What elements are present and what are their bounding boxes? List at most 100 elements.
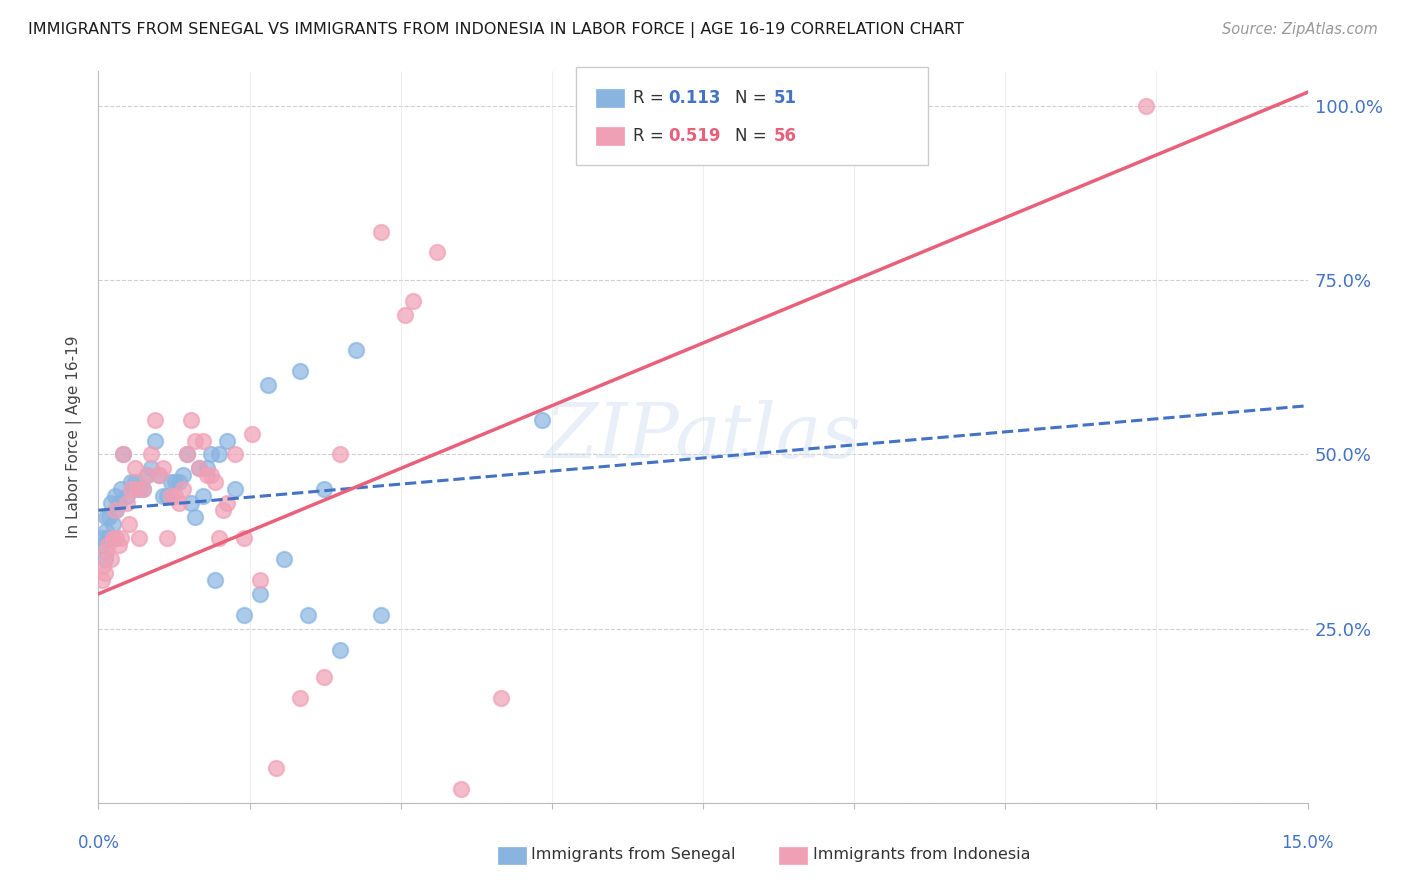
Point: [101, 517, 124, 532]
Point: [115, 489, 138, 503]
Point: [224, 483, 246, 497]
Text: Immigrants from Senegal: Immigrants from Senegal: [531, 847, 735, 862]
Point: [208, 531, 231, 545]
Point: [143, 434, 166, 448]
Point: [135, 468, 157, 483]
Point: [491, 691, 513, 706]
Point: [115, 496, 138, 510]
Text: 0.0%: 0.0%: [77, 834, 120, 852]
Point: [176, 448, 198, 462]
Text: N =: N =: [735, 127, 772, 145]
Point: [110, 531, 132, 545]
Point: [111, 448, 134, 462]
Point: [212, 503, 235, 517]
Point: [167, 475, 190, 490]
Point: [208, 448, 231, 462]
Point: [232, 531, 254, 545]
Point: [200, 468, 222, 483]
Point: [156, 489, 179, 503]
Point: [135, 468, 157, 483]
Point: [91, 538, 114, 552]
Y-axis label: In Labor Force | Age 16-19: In Labor Force | Age 16-19: [66, 335, 83, 539]
Point: [314, 483, 336, 497]
Point: [128, 483, 150, 497]
Text: 0.113: 0.113: [668, 89, 720, 107]
Point: [172, 468, 194, 483]
Point: [232, 607, 254, 622]
Point: [120, 483, 142, 497]
Text: 0.519: 0.519: [668, 127, 720, 145]
Point: [329, 642, 352, 657]
Point: [124, 461, 146, 475]
Point: [163, 489, 186, 503]
Point: [167, 496, 190, 510]
Point: [176, 448, 198, 462]
Point: [94, 552, 117, 566]
Point: [370, 607, 392, 622]
Point: [188, 461, 211, 475]
Point: [370, 225, 392, 239]
Point: [107, 496, 129, 510]
Point: [288, 691, 311, 706]
Text: R =: R =: [633, 127, 669, 145]
Point: [256, 377, 278, 392]
Point: [297, 607, 319, 622]
Point: [172, 483, 194, 497]
Point: [132, 483, 155, 497]
Text: 51: 51: [773, 89, 796, 107]
Point: [329, 448, 352, 462]
Point: [97, 531, 120, 545]
Point: [249, 587, 271, 601]
Text: 15.0%: 15.0%: [1281, 834, 1334, 852]
Point: [91, 531, 114, 545]
Text: R =: R =: [633, 89, 669, 107]
Point: [152, 489, 174, 503]
Point: [193, 489, 215, 503]
Point: [91, 558, 114, 573]
Point: [124, 475, 146, 490]
Point: [314, 670, 336, 684]
Point: [160, 489, 183, 503]
Point: [100, 552, 122, 566]
Point: [193, 434, 215, 448]
Point: [180, 496, 202, 510]
Point: [180, 412, 202, 426]
Point: [101, 531, 124, 545]
Text: Immigrants from Indonesia: Immigrants from Indonesia: [813, 847, 1031, 862]
Point: [110, 483, 132, 497]
Point: [94, 566, 117, 580]
Point: [163, 475, 186, 490]
Point: [195, 461, 218, 475]
Text: Source: ZipAtlas.com: Source: ZipAtlas.com: [1222, 22, 1378, 37]
Point: [103, 503, 125, 517]
Point: [394, 308, 416, 322]
Point: [184, 510, 207, 524]
Point: [344, 343, 367, 357]
Text: 56: 56: [773, 127, 796, 145]
Point: [148, 468, 170, 483]
Point: [90, 573, 112, 587]
Point: [217, 434, 239, 448]
Point: [224, 448, 246, 462]
Point: [204, 573, 226, 587]
Point: [530, 412, 553, 426]
Point: [184, 434, 207, 448]
Point: [105, 503, 128, 517]
Point: [264, 761, 287, 775]
Point: [139, 448, 162, 462]
Point: [217, 496, 239, 510]
Point: [148, 468, 170, 483]
Point: [128, 531, 150, 545]
Point: [97, 538, 120, 552]
Point: [1135, 99, 1157, 113]
Point: [120, 475, 142, 490]
Point: [105, 531, 128, 545]
Point: [156, 531, 179, 545]
Point: [402, 294, 425, 309]
Point: [100, 496, 122, 510]
Point: [127, 483, 149, 497]
Point: [97, 510, 120, 524]
Text: IMMIGRANTS FROM SENEGAL VS IMMIGRANTS FROM INDONESIA IN LABOR FORCE | AGE 16-19 : IMMIGRANTS FROM SENEGAL VS IMMIGRANTS FR…: [28, 22, 965, 38]
Point: [107, 538, 129, 552]
Text: ZIPatlas: ZIPatlas: [544, 401, 862, 474]
